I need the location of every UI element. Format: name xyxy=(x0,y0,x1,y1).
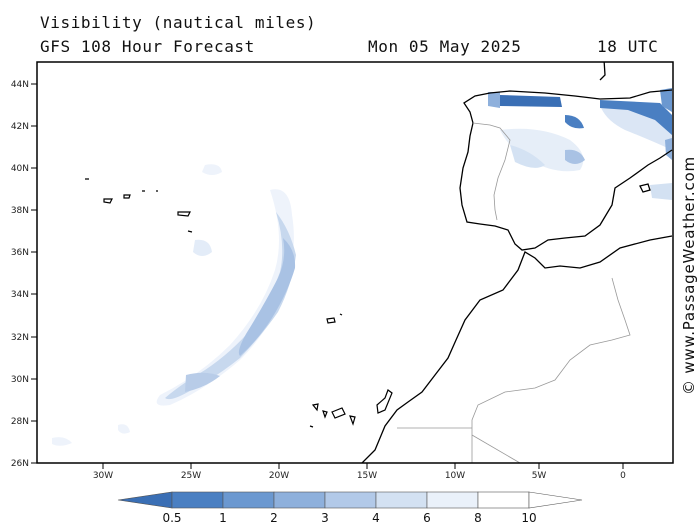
latitude-axis: 44N 42N 40N 38N 36N 34N 32N 30N 28N 26N xyxy=(11,80,37,469)
coastlines xyxy=(361,62,673,463)
lat-label: 40N xyxy=(11,164,29,174)
forecast-time: 18 UTC xyxy=(597,37,659,56)
lat-label: 44N xyxy=(11,80,29,90)
colorbar-label: 6 xyxy=(423,511,431,525)
lat-label: 28N xyxy=(11,417,29,427)
colorbar-label: 3 xyxy=(321,511,329,525)
colorbar-label: 1 xyxy=(219,511,227,525)
colorbar-segment xyxy=(375,491,428,509)
colorbar-label: 2 xyxy=(270,511,278,525)
lon-label: 20W xyxy=(269,471,289,481)
lon-label: 0 xyxy=(620,471,626,481)
colorbar-legend: 0.5 1 2 3 4 6 8 10 xyxy=(117,491,583,525)
lon-label: 10W xyxy=(445,471,465,481)
lon-label: 5W xyxy=(532,471,547,481)
forecast-model: GFS 108 Hour Forecast xyxy=(40,37,255,56)
colorbar-segment xyxy=(477,491,530,509)
colorbar-label: 0.5 xyxy=(162,511,181,525)
colorbar-segment xyxy=(273,491,326,509)
forecast-date: Mon 05 May 2025 xyxy=(368,37,522,56)
lat-label: 38N xyxy=(11,206,29,216)
colorbar-label: 4 xyxy=(372,511,380,525)
colorbar-label: 8 xyxy=(474,511,482,525)
lon-label: 25W xyxy=(181,471,201,481)
madeira-islands xyxy=(326,313,343,324)
lon-label: 30W xyxy=(93,471,113,481)
site-credit: © www.PassageWeather.com xyxy=(680,156,698,395)
colorbar-segment xyxy=(171,491,224,509)
canary-islands xyxy=(309,389,393,428)
colorbar-right-arrow xyxy=(528,491,583,509)
longitude-axis: 30W 25W 20W 15W 10W 5W 0 xyxy=(93,463,626,481)
islands xyxy=(85,178,393,428)
lat-label: 26N xyxy=(11,459,29,469)
lat-label: 36N xyxy=(11,248,29,258)
colorbar-segment xyxy=(324,491,377,509)
lat-label: 34N xyxy=(11,290,29,300)
map-frame xyxy=(36,61,674,464)
colorbar-label: 10 xyxy=(521,511,536,525)
colorbar-segment xyxy=(426,491,479,509)
colorbar-segment xyxy=(222,491,275,509)
lat-label: 42N xyxy=(11,122,29,132)
visibility-shading xyxy=(52,88,672,446)
country-borders xyxy=(397,122,631,463)
lat-label: 30N xyxy=(11,375,29,385)
map-title: Visibility (nautical miles) xyxy=(40,13,317,32)
colorbar-left-arrow xyxy=(117,491,173,509)
lat-label: 32N xyxy=(11,333,29,343)
azores-islands xyxy=(85,178,193,233)
lon-label: 15W xyxy=(357,471,377,481)
